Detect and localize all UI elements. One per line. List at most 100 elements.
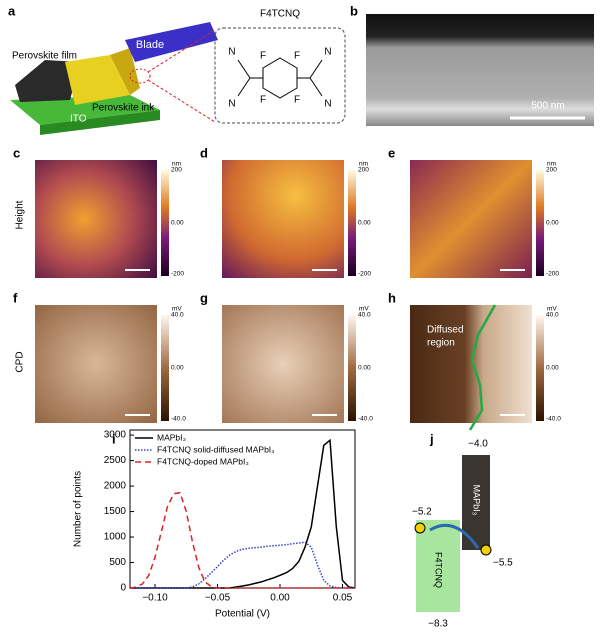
ito-side: [40, 110, 160, 135]
series-line: [129, 491, 355, 589]
atom: F: [260, 95, 266, 106]
colorbar-label: 40.0: [171, 312, 184, 319]
scan-image: [222, 305, 344, 423]
atom: F: [294, 51, 300, 62]
ink-label: Perovskite ink: [92, 103, 155, 114]
x-tick-label: −0.10: [142, 593, 168, 604]
boundary-line: [468, 304, 497, 431]
series-line: [130, 541, 355, 589]
x-tick-label: 0.05: [333, 593, 353, 604]
scan-image: [222, 160, 344, 278]
ink-side: [110, 48, 140, 95]
energy-level: −8.3: [428, 619, 448, 630]
film: [15, 60, 80, 102]
panel-label: f: [13, 290, 18, 305]
atom: N: [228, 47, 235, 58]
row-label: CPD: [15, 351, 26, 372]
colorbar-unit: mV: [359, 306, 369, 313]
material-label: F4TCNQ: [434, 552, 444, 588]
colorbar-label: -200: [358, 271, 371, 278]
panel-label: b: [350, 3, 358, 18]
row-label: Height: [15, 200, 26, 229]
panel-label: e: [388, 145, 395, 160]
material-label: MAPbI₃: [472, 485, 482, 516]
panel-label: a: [8, 3, 16, 18]
colorbar: [161, 315, 169, 421]
transfer-arrow: [429, 524, 480, 549]
x-tick-label: 0.00: [270, 593, 290, 604]
f4tcnq-block: [416, 520, 460, 612]
atom: F: [294, 95, 300, 106]
y-tick-label: 1500: [104, 506, 127, 517]
colorbar-label: 0.00: [171, 365, 184, 372]
charge: [414, 522, 426, 534]
colorbar: [536, 315, 544, 421]
colorbar-label: 40.0: [358, 312, 371, 319]
colorbar-label: 0.00: [358, 365, 371, 372]
energy-level: −5.2: [412, 507, 432, 518]
atom: F: [260, 51, 266, 62]
colorbar-unit: nm: [172, 161, 181, 168]
atom: N: [324, 47, 331, 58]
energy-level: −5.5: [493, 558, 513, 569]
y-tick-label: 2000: [104, 481, 127, 492]
scan-image: [410, 160, 532, 278]
atom: N: [228, 99, 235, 110]
legend-label: F4TCNQ solid-diffused MAPbI₃: [157, 444, 275, 454]
colorbar-label: 0.00: [171, 220, 184, 227]
colorbar-label: -200: [171, 271, 184, 278]
colorbar-label: -200: [546, 271, 559, 278]
y-tick-label: 1000: [104, 532, 127, 543]
colorbar-label: 0.00: [546, 365, 559, 372]
y-tick-label: 3000: [104, 430, 127, 441]
ito-layer: [10, 95, 160, 125]
colorbar-unit: mV: [547, 306, 557, 313]
scan-image: [410, 305, 532, 423]
x-tick-label: −0.05: [205, 593, 231, 604]
x-axis-label: Potential (V): [215, 609, 270, 620]
panel-label: h: [388, 290, 396, 305]
colorbar: [536, 170, 544, 276]
zoom-circle: [129, 68, 151, 84]
y-axis-label: Number of points: [73, 471, 84, 547]
zoom-line: [147, 79, 216, 123]
energy-level: −4.0: [468, 439, 488, 450]
zoom-line: [147, 29, 216, 73]
colorbar: [348, 170, 356, 276]
y-tick-label: 500: [109, 557, 126, 568]
legend-label: F4TCNQ-doped MAPbI₃: [157, 456, 249, 466]
charge: [480, 544, 492, 556]
colorbar-label: 200: [546, 167, 557, 174]
film-label: Perovskite film: [12, 51, 77, 62]
molecule-name: F4TCNQ: [260, 9, 300, 20]
colorbar-label: 0.00: [358, 220, 371, 227]
region-label: Diffused: [427, 325, 464, 336]
blade: [125, 22, 218, 62]
scale-label: 500 nm: [531, 101, 564, 112]
colorbar-label: 200: [358, 167, 369, 174]
legend-label: MAPbI₃: [157, 432, 186, 442]
colorbar-unit: mV: [172, 306, 182, 313]
atom: N: [324, 99, 331, 110]
sem-image: [366, 14, 594, 126]
colorbar-label: -40.0: [546, 416, 561, 423]
colorbar-label: 0.00: [546, 220, 559, 227]
colorbar-label: -40.0: [171, 416, 186, 423]
colorbar-label: 40.0: [546, 312, 559, 319]
plot-frame: [129, 429, 356, 589]
panel-label: d: [200, 145, 208, 160]
colorbar: [348, 315, 356, 421]
ito-label: ITO: [70, 114, 87, 125]
panel-label: c: [13, 145, 20, 160]
scan-image: [35, 305, 157, 423]
panel-label: g: [200, 290, 208, 305]
scan-image: [35, 160, 157, 278]
molecule: [237, 57, 323, 99]
ink: [65, 55, 130, 105]
region-label: region: [427, 338, 455, 349]
y-tick-label: 2500: [104, 455, 127, 466]
colorbar-label: 200: [171, 167, 182, 174]
colorbar-label: -40.0: [358, 416, 373, 423]
colorbar-unit: nm: [359, 161, 368, 168]
